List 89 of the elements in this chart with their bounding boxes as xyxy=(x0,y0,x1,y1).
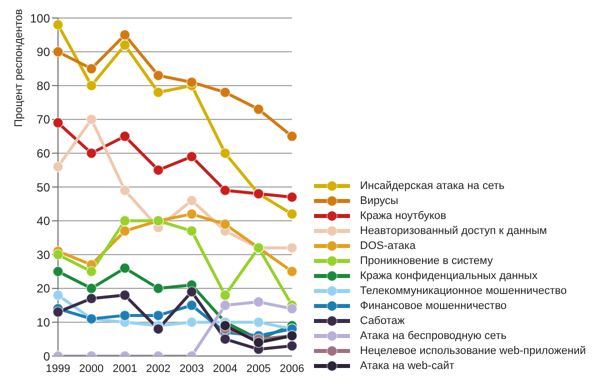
legend-label: Финансовое мошенничество xyxy=(360,300,507,312)
y-tick-label: 10 xyxy=(36,315,50,330)
point xyxy=(119,40,130,51)
y-tick-label: 20 xyxy=(36,282,50,296)
y-tick-label: 40 xyxy=(36,214,50,228)
point xyxy=(220,290,231,301)
point xyxy=(86,293,97,304)
point xyxy=(52,266,64,277)
y-tick-label: 70 xyxy=(36,112,50,127)
point xyxy=(119,225,130,236)
y-tick-label: 0 xyxy=(43,349,50,364)
legend-label: Саботаж xyxy=(360,314,405,326)
point xyxy=(119,130,130,142)
point xyxy=(86,282,97,294)
y-tick-label: 80 xyxy=(36,78,50,93)
y-axis-title: Процент респондентов xyxy=(12,8,25,127)
point xyxy=(286,340,298,352)
x-tick-label: 1999 xyxy=(46,362,70,375)
point xyxy=(52,46,64,58)
point xyxy=(52,249,64,260)
point xyxy=(220,300,231,311)
point xyxy=(119,290,130,301)
point xyxy=(86,266,97,277)
y-tick-label: 50 xyxy=(36,180,50,194)
point xyxy=(86,80,97,92)
point xyxy=(186,225,198,236)
point xyxy=(152,282,164,294)
point xyxy=(286,208,298,220)
point xyxy=(286,130,298,142)
y-tick-label: 100 xyxy=(30,11,50,26)
point xyxy=(253,316,264,328)
point xyxy=(119,184,130,196)
point xyxy=(152,310,164,321)
point xyxy=(186,316,198,328)
point xyxy=(220,184,231,196)
x-tick-label: 2005 xyxy=(246,362,271,375)
point xyxy=(152,323,164,334)
legend-label: Телекоммуникационное мошенничество xyxy=(360,284,567,296)
y-tick-label: 90 xyxy=(36,45,50,60)
x-tick-label: 2004 xyxy=(212,362,238,375)
legend-label: Атака на беспроводную сеть xyxy=(360,330,507,342)
point xyxy=(152,86,164,98)
point xyxy=(86,148,97,159)
legend-label: Проникновение в систему xyxy=(360,254,493,266)
point xyxy=(286,192,298,203)
legend-label: Кража ноутбуков xyxy=(360,210,446,222)
point xyxy=(253,104,264,115)
legend-label: Инсайдерская атака на сеть xyxy=(360,180,504,192)
x-tick-label: 2003 xyxy=(179,362,204,375)
point xyxy=(52,161,64,172)
point xyxy=(186,300,198,311)
point xyxy=(253,296,264,308)
point xyxy=(186,286,198,298)
point xyxy=(220,148,231,159)
x-tick-label: 2000 xyxy=(79,362,104,375)
point xyxy=(52,306,64,318)
point xyxy=(220,86,231,98)
x-tick-label: 2001 xyxy=(112,362,138,375)
point xyxy=(119,262,130,274)
point xyxy=(186,76,198,88)
point xyxy=(119,29,130,40)
point xyxy=(186,151,198,162)
point xyxy=(152,70,164,81)
point xyxy=(286,242,298,254)
legend-label: Кража конфиденциальных данных xyxy=(360,270,538,282)
legend-label: Вирусы xyxy=(360,194,398,206)
x-tick-label: 2006 xyxy=(280,362,304,375)
point xyxy=(286,303,298,314)
point xyxy=(152,164,164,176)
point xyxy=(220,218,231,230)
point xyxy=(86,114,97,125)
point xyxy=(86,63,97,74)
legend-label: DOS-атака xyxy=(360,240,416,252)
point xyxy=(186,195,198,206)
y-tick-label: 30 xyxy=(36,248,50,262)
legend-label: Нецелевое использование web-приложений xyxy=(360,344,586,356)
legend-label: Неавторизованный доступ к данным xyxy=(360,224,547,236)
point xyxy=(52,290,64,301)
point xyxy=(253,336,264,348)
point xyxy=(220,320,231,332)
y-tick-label: 60 xyxy=(36,146,50,160)
point xyxy=(119,215,130,226)
point xyxy=(220,334,231,345)
point xyxy=(186,208,198,220)
legend-label: Атака на web-сайт xyxy=(360,360,454,372)
point xyxy=(119,310,130,321)
point xyxy=(52,117,64,128)
x-tick-label: 2002 xyxy=(146,362,171,375)
point xyxy=(286,266,298,277)
